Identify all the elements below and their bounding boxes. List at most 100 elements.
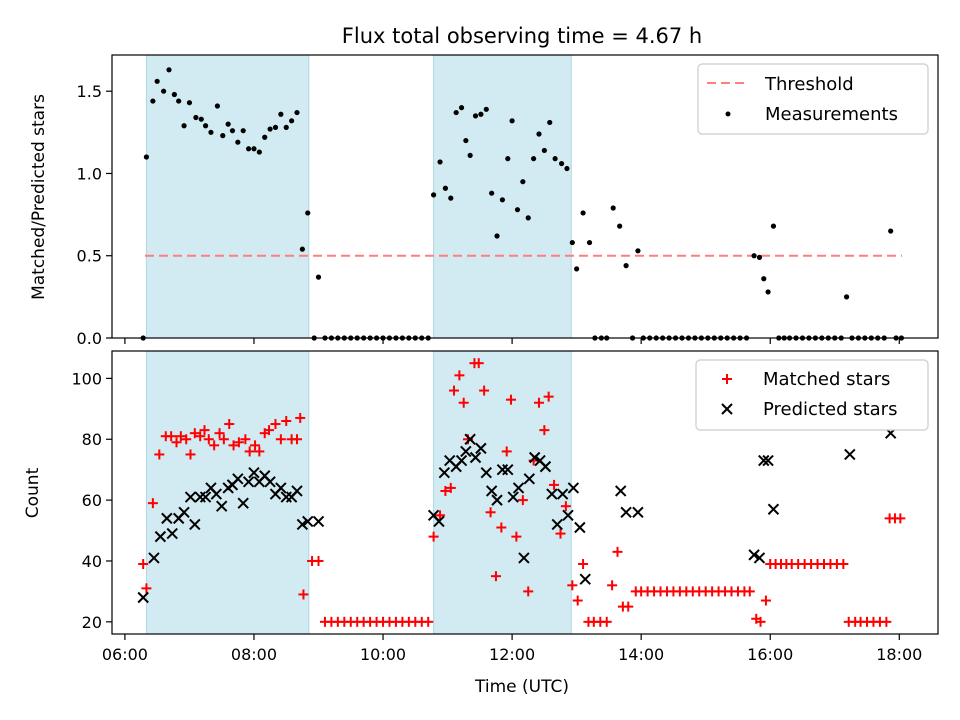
predicted-point — [753, 552, 766, 564]
measurement-point — [770, 223, 777, 229]
measurement-point — [765, 289, 771, 295]
measurement-point — [520, 179, 526, 185]
measurement-point — [150, 98, 156, 104]
y-tick-label: 20 — [82, 613, 102, 632]
predicted-point — [844, 448, 856, 461]
matched-point — [209, 440, 220, 451]
measurement-point — [220, 133, 226, 139]
measurement-point — [463, 137, 469, 144]
matched-point — [281, 415, 292, 426]
top-y-ticks: 0.0 0.5 1.0 1.5 — [77, 82, 112, 348]
measurement-point — [289, 118, 295, 124]
predicted-point — [291, 485, 303, 497]
measurement-point — [580, 210, 586, 216]
matched-point — [147, 498, 158, 509]
predicted-point — [464, 433, 476, 445]
matched-point — [166, 431, 177, 442]
predicted-point — [748, 549, 760, 561]
measurement-point — [483, 106, 489, 112]
measurement-point — [610, 205, 616, 211]
predicted-point — [210, 488, 223, 500]
matched-point — [578, 559, 589, 570]
top-legend: Threshold Measurements — [697, 63, 929, 135]
predicted-point — [767, 503, 780, 515]
predicted-point — [455, 454, 468, 467]
predicted-marker — [721, 403, 733, 415]
chart-title: Flux total observing time = 4.67 h — [342, 24, 702, 48]
matched-point — [496, 522, 507, 533]
matched-point — [549, 479, 560, 490]
predicted-point — [632, 506, 644, 518]
top-plot-frame — [111, 54, 939, 339]
measurement-point — [514, 207, 521, 213]
matched-point — [175, 431, 186, 442]
matched-point — [199, 425, 210, 436]
measurement-point — [229, 128, 236, 134]
bottom-x-ticks: 06:00 08:00 10:00 12:00 14:00 16:00 18:00 — [102, 634, 922, 664]
measurement-point — [494, 233, 500, 239]
legend-predicted-swatch — [721, 403, 733, 415]
y-tick-label: 1.5 — [77, 82, 102, 101]
matched-point — [473, 358, 484, 369]
measurement-point — [299, 246, 305, 252]
matched-point — [523, 586, 534, 597]
measurement-point — [294, 109, 300, 116]
predicted-point — [237, 497, 249, 509]
predicted-point — [242, 476, 255, 488]
matched-point — [479, 385, 490, 396]
matched-point — [490, 571, 501, 582]
measurement-point — [186, 100, 193, 106]
measurement-point — [240, 128, 246, 134]
measurement-point — [453, 109, 459, 116]
predicted-point — [189, 518, 201, 531]
measurement-point — [442, 185, 449, 191]
x-tick-label: 18:00 — [876, 645, 922, 664]
matched-point — [543, 391, 554, 402]
matched-point — [185, 449, 196, 460]
predicted-point — [528, 451, 541, 464]
y-tick-label: 60 — [82, 491, 102, 510]
predicted-point — [469, 451, 482, 464]
y-tick-label: 1.0 — [77, 164, 102, 183]
matched-point — [298, 589, 309, 600]
measurement-point — [536, 131, 542, 137]
matched-point — [275, 434, 286, 445]
predicted-point — [161, 512, 173, 525]
measurement-point — [569, 239, 575, 246]
measurement-point — [437, 159, 443, 165]
matched-point — [195, 431, 206, 442]
measurement-point — [586, 239, 593, 246]
predicted-point — [574, 521, 586, 534]
predicted-point — [178, 506, 190, 518]
matched-point — [141, 583, 152, 594]
matched-point — [744, 586, 755, 597]
legend-measurements-swatch — [725, 111, 731, 117]
shaded-interval — [433, 54, 572, 339]
measurement-point — [761, 276, 767, 282]
measurement-point — [166, 67, 172, 73]
measurement-point — [283, 124, 289, 130]
predicted-point — [137, 591, 149, 604]
bottom-panel: 20 40 60 80 100 06:00 08:00 10:00 12:00 14:00 16:… — [23, 350, 939, 697]
matched-point — [244, 446, 255, 457]
x-tick-label: 08:00 — [231, 645, 277, 664]
predicted-point — [248, 467, 260, 479]
measurement-point — [574, 266, 580, 272]
matched-point — [445, 482, 456, 493]
x-tick-label: 16:00 — [747, 645, 793, 664]
measurement-point — [278, 111, 284, 117]
matched-point — [501, 446, 512, 457]
matched-point — [760, 595, 771, 606]
predicted-point — [475, 442, 487, 455]
measurement-point — [509, 118, 515, 124]
predicted-point — [556, 488, 569, 500]
matched-point — [181, 434, 192, 445]
predicted-point — [620, 506, 632, 518]
measurement-point — [193, 114, 199, 121]
bottom-legend-box — [695, 359, 929, 431]
matched-point — [250, 440, 261, 451]
predicted-point — [232, 473, 244, 485]
matched-point — [254, 446, 265, 457]
measurement-point — [635, 248, 641, 254]
